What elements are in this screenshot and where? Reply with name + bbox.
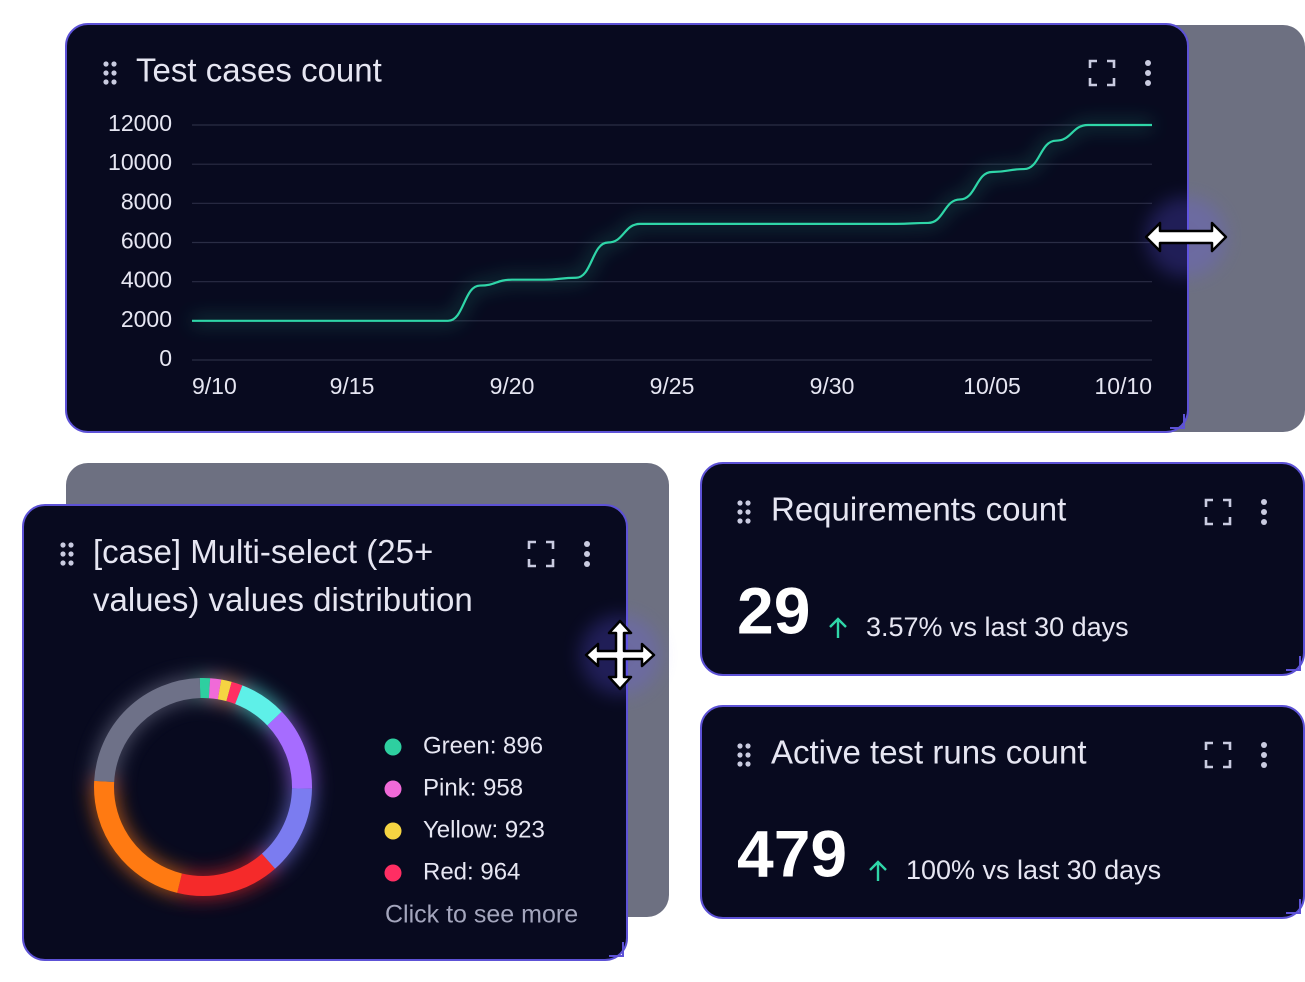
x-tick-label: 9/20 [490,373,535,399]
legend-marker [384,780,402,798]
stat-change: 3.57% vs last 30 days [866,612,1129,642]
donut-segment [226,681,243,705]
menu-button[interactable] [1261,742,1267,768]
widget-title: Test cases count [136,52,382,89]
widget-title: Requirements count [771,491,1066,528]
donut-segment [217,679,232,702]
widget-title: Active test runs count [771,734,1086,771]
legend-label: Green: 896 [423,732,543,759]
donut-chart: Green: 896 Pink: 958 Yellow: 923 Red: 964 [91,675,545,899]
menu-button[interactable] [584,541,590,567]
x-tick-label: 9/10 [192,373,237,399]
widget-title: [case] Multi-select (25+ values) values … [93,533,473,618]
stat-change: 100% vs last 30 days [906,855,1161,885]
widget-active-runs[interactable]: Active test runs count 479 100% vs last … [700,705,1305,919]
y-tick-label: 4000 [121,267,172,293]
stat-value: 29 [737,573,810,647]
x-tick-label: 9/30 [810,373,855,399]
donut-segment [94,678,201,783]
stat-value: 479 [737,816,847,890]
menu-button[interactable] [1145,60,1151,86]
data-line [192,123,1152,322]
legend-marker [384,738,402,756]
donut-segment [208,678,222,700]
legend-label: Yellow: 923 [423,816,545,843]
widget-requirements[interactable]: Requirements count 29 3.57% vs last 30 d… [700,462,1305,676]
widget-test-cases[interactable]: Test cases count 0 2000 4000 6000 8000 10000 1… [65,23,1189,433]
card [700,462,1305,676]
resize-cursor [1144,197,1228,277]
y-tick-label: 6000 [121,228,172,254]
card [700,705,1305,919]
card [22,504,628,961]
y-tick-label: 2000 [121,306,172,332]
menu-button[interactable] [1261,499,1267,525]
legend-marker [384,864,402,882]
donut-segment [177,853,276,896]
widget-distribution[interactable]: [case] Multi-select (25+ values) values … [22,504,628,961]
y-tick-label: 12000 [108,110,172,136]
line-chart: 0 2000 4000 6000 8000 10000 12000 9/10 9/15 9/20 9… [108,110,1152,399]
donut-segment [261,788,312,869]
legend-label: Red: 964 [423,858,520,885]
y-tick-label: 10000 [108,149,172,175]
donut-segment [94,780,183,893]
x-tick-label: 9/25 [650,373,695,399]
up-arrow [869,860,887,881]
legend-label: Pink: 958 [423,774,523,801]
see-more-link[interactable]: Click to see more [385,901,578,929]
donut-segment [234,685,282,726]
y-tick-label: 0 [159,345,172,371]
y-tick-label: 8000 [121,188,172,214]
donut-segment [267,711,312,789]
legend-marker [384,822,402,840]
x-tick-label: 9/15 [330,373,375,399]
x-tick-label: 10/10 [1094,373,1152,399]
up-arrow [829,617,847,638]
move-cursor [580,615,660,695]
x-tick-label: 10/05 [963,373,1021,399]
